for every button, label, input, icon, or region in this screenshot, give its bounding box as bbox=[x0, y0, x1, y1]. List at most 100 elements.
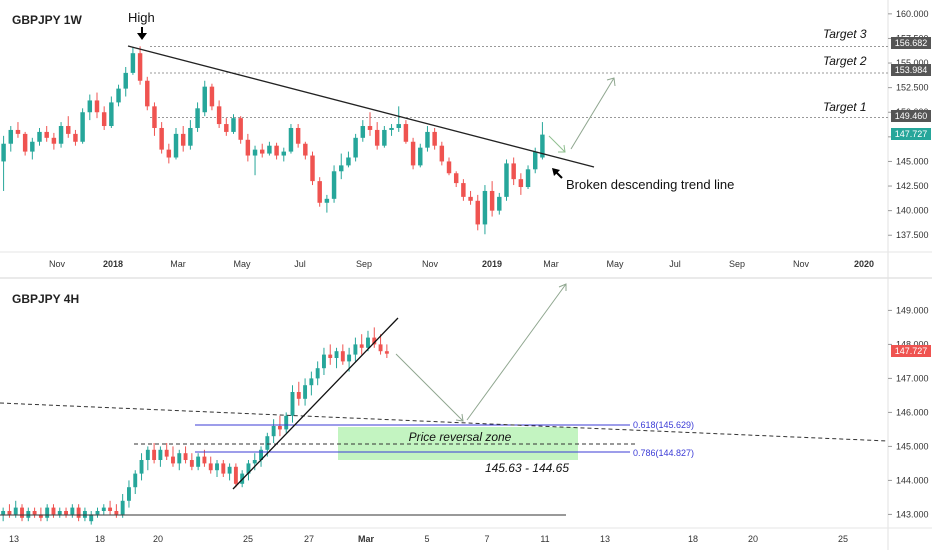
candle-down bbox=[245, 139, 251, 156]
weekly-last-price-text: 147.727 bbox=[895, 129, 928, 139]
candle-down bbox=[208, 463, 213, 471]
candle-up bbox=[130, 53, 136, 73]
time-tick-label: May bbox=[233, 259, 251, 269]
time-tick-label: Nov bbox=[49, 259, 66, 269]
candle-down bbox=[296, 392, 301, 399]
weekly-time-axis: Nov 2018 Mar May Jul Sep Nov 2019 Mar May Jul Sep No… bbox=[49, 259, 874, 269]
weekly-target-lines bbox=[150, 45, 888, 119]
candle-down bbox=[209, 86, 215, 107]
fib-0618-label: 0.618(145.629) bbox=[633, 420, 694, 430]
candle-up bbox=[227, 466, 232, 474]
target-2-price-tag: 153.984 bbox=[891, 64, 931, 76]
candle-up bbox=[315, 368, 320, 379]
h4-chart-title: GBPJPY 4H bbox=[12, 292, 79, 306]
candle-up bbox=[1, 511, 6, 515]
candle-up bbox=[57, 511, 62, 515]
candle-up bbox=[202, 86, 207, 113]
candle-up bbox=[347, 354, 352, 362]
candle-down bbox=[439, 145, 445, 162]
candle-down bbox=[159, 127, 164, 150]
candle-down bbox=[310, 155, 315, 182]
target-1-label: Target 1 bbox=[823, 100, 867, 114]
target-3-label: Target 3 bbox=[823, 27, 867, 41]
candle-up bbox=[109, 102, 114, 127]
candle-down bbox=[317, 181, 322, 203]
candle-down bbox=[238, 118, 243, 140]
time-tick-label: Sep bbox=[356, 259, 372, 269]
candle-down bbox=[20, 507, 24, 518]
time-tick-label: Sep bbox=[729, 259, 745, 269]
candle-down bbox=[73, 133, 78, 142]
candle-up bbox=[309, 378, 314, 386]
time-tick-label: Jul bbox=[294, 259, 306, 269]
time-tick-label: Nov bbox=[422, 259, 439, 269]
candle-down bbox=[233, 466, 238, 484]
candle-up bbox=[45, 507, 50, 518]
candle-down bbox=[15, 129, 21, 134]
candle-down bbox=[328, 354, 333, 358]
time-tick-label: 25 bbox=[838, 534, 848, 544]
candle-up bbox=[123, 72, 128, 89]
time-tick-label: Mar bbox=[543, 259, 559, 269]
candle-up bbox=[346, 157, 351, 166]
time-tick-label: 2019 bbox=[482, 259, 502, 269]
time-tick-label: 18 bbox=[95, 534, 105, 544]
candle-up bbox=[196, 456, 201, 467]
candle-up bbox=[70, 507, 75, 515]
candle-down bbox=[277, 426, 282, 430]
candle-up bbox=[425, 131, 430, 148]
candle-up bbox=[1, 143, 6, 162]
candle-down bbox=[259, 149, 265, 154]
candle-up bbox=[82, 511, 87, 518]
price-tick-label: 142.500 bbox=[896, 181, 929, 191]
candle-down bbox=[145, 80, 150, 107]
candle-down bbox=[38, 514, 43, 518]
candle-up bbox=[497, 196, 502, 211]
candle-down bbox=[461, 183, 466, 197]
candle-up bbox=[8, 129, 14, 144]
time-tick-label: May bbox=[606, 259, 624, 269]
candle-down bbox=[432, 131, 437, 146]
time-tick-label: 20 bbox=[748, 534, 758, 544]
zone-range-label: 145.63 - 144.65 bbox=[485, 461, 569, 475]
candle-down bbox=[274, 145, 279, 156]
descending-trend-line bbox=[127, 45, 595, 168]
candle-down bbox=[76, 507, 81, 518]
h4-time-axis: 13 18 20 25 27 Mar 5 7 11 13 18 20 25 bbox=[9, 534, 848, 544]
candle-down bbox=[44, 131, 49, 138]
candle-down bbox=[384, 351, 389, 354]
price-tick-label: 149.000 bbox=[896, 305, 929, 315]
candle-up bbox=[482, 190, 488, 225]
candle-down bbox=[367, 126, 373, 130]
candle-up bbox=[382, 129, 387, 146]
h4-projection-arrows bbox=[395, 283, 567, 422]
fib-0786-label: 0.786(144.827) bbox=[633, 448, 694, 458]
candle-down bbox=[378, 344, 383, 352]
h4-last-price-text: 147.727 bbox=[895, 346, 928, 356]
weekly-projection-arrows bbox=[548, 77, 616, 153]
candle-up bbox=[87, 100, 93, 113]
target-3-tag-text: 156.682 bbox=[895, 38, 928, 48]
candle-down bbox=[51, 137, 57, 144]
time-tick-label: 13 bbox=[600, 534, 610, 544]
candle-down bbox=[51, 507, 56, 515]
candle-down bbox=[152, 449, 157, 460]
candle-up bbox=[252, 149, 258, 156]
candle-down bbox=[189, 460, 194, 467]
time-tick-label: 20 bbox=[153, 534, 163, 544]
candle-down bbox=[403, 124, 409, 142]
candle-up bbox=[525, 169, 531, 188]
target-3-price-tag: 156.682 bbox=[891, 37, 931, 49]
price-tick-label: 140.000 bbox=[896, 206, 929, 216]
candle-up bbox=[396, 124, 401, 128]
candle-up bbox=[303, 385, 308, 399]
candle-down bbox=[64, 511, 68, 515]
rising-trend-line bbox=[232, 317, 399, 490]
trend-annotation: Broken descending trend line bbox=[566, 177, 734, 192]
candle-up bbox=[188, 127, 193, 146]
candle-down bbox=[94, 100, 100, 113]
time-tick-label: 13 bbox=[9, 534, 19, 544]
time-tick-label: 2020 bbox=[854, 259, 874, 269]
